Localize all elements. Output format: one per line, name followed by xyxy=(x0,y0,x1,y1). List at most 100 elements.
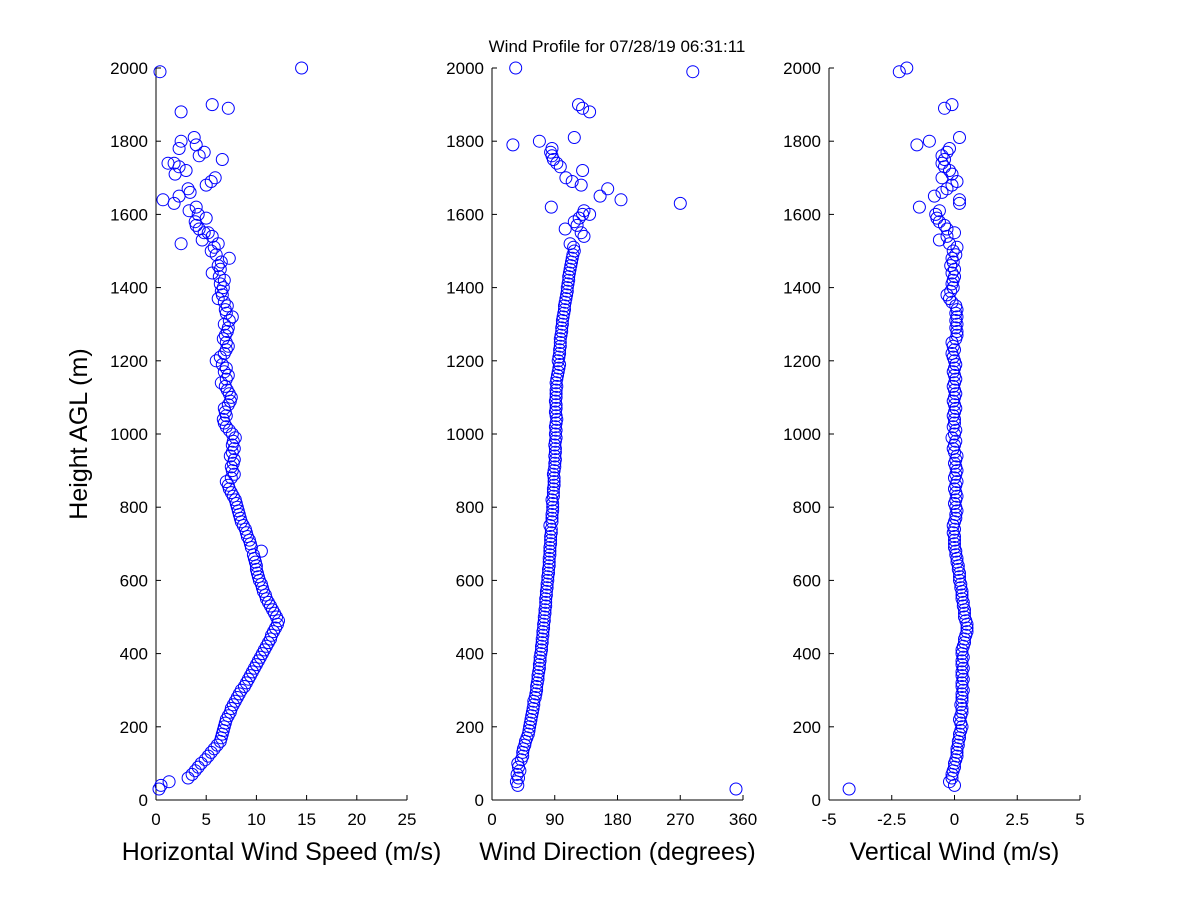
data-point xyxy=(221,478,235,492)
data-point xyxy=(181,771,195,785)
data-point xyxy=(601,182,615,196)
data-point xyxy=(955,658,969,672)
data-point xyxy=(956,599,970,613)
y-tick-label: 1000 xyxy=(783,425,821,444)
data-point xyxy=(194,756,208,770)
data-point xyxy=(910,138,924,152)
x-tick-label: 15 xyxy=(297,810,316,829)
data-point xyxy=(949,511,963,525)
data-point xyxy=(154,778,168,792)
y-tick-label: 600 xyxy=(120,571,148,590)
data-point xyxy=(261,636,275,650)
data-point xyxy=(257,643,271,657)
data-point xyxy=(555,325,569,338)
data-point xyxy=(199,211,213,225)
data-point xyxy=(210,738,224,752)
data-point xyxy=(219,361,233,375)
data-point xyxy=(945,431,959,445)
panel-direction: 0 200 400 600 800 1000 1200 1400 1600 1800 2000 0 90… xyxy=(446,59,757,866)
y-tick-label: 0 xyxy=(475,791,484,810)
data-points xyxy=(506,61,743,796)
data-point xyxy=(544,526,558,540)
data-point xyxy=(940,145,954,159)
data-point xyxy=(545,511,559,525)
data-point xyxy=(253,650,267,664)
y-tick-label: 1800 xyxy=(783,132,821,151)
data-point xyxy=(266,603,279,617)
data-point xyxy=(197,145,211,159)
data-point xyxy=(217,365,231,379)
data-point xyxy=(949,548,963,562)
data-point xyxy=(227,453,241,467)
data-point xyxy=(935,156,949,170)
data-point xyxy=(533,654,547,668)
data-point xyxy=(213,262,227,276)
data-point xyxy=(535,636,549,650)
y-tick-label: 1400 xyxy=(783,279,821,298)
data-point xyxy=(217,317,231,331)
data-point xyxy=(221,368,235,382)
data-point xyxy=(228,694,242,708)
data-point xyxy=(161,156,175,170)
data-point xyxy=(958,610,971,624)
data-point xyxy=(224,486,238,500)
data-point xyxy=(174,105,188,119)
data-point xyxy=(945,336,959,349)
x-tick-label: 2.5 xyxy=(1005,810,1029,829)
data-point xyxy=(208,171,222,185)
data-point xyxy=(549,390,563,404)
data-point xyxy=(538,606,552,620)
x-tick-label: 90 xyxy=(545,810,564,829)
data-point xyxy=(537,614,551,628)
data-point xyxy=(201,226,215,240)
data-point xyxy=(545,515,559,529)
data-point xyxy=(547,475,561,489)
data-point xyxy=(950,745,964,759)
data-point xyxy=(958,606,971,620)
data-point xyxy=(543,548,557,562)
y-tick-label: 1400 xyxy=(446,279,484,298)
data-point xyxy=(249,658,263,672)
data-point xyxy=(577,204,591,218)
data-point xyxy=(546,500,560,514)
data-point xyxy=(548,445,562,459)
data-point xyxy=(222,387,236,401)
data-point xyxy=(265,628,278,642)
data-point xyxy=(945,771,959,785)
data-point xyxy=(948,226,961,240)
y-tick-label: 1600 xyxy=(783,205,821,224)
data-point xyxy=(516,749,530,763)
data-point xyxy=(950,240,964,254)
data-points xyxy=(152,61,309,796)
data-point xyxy=(222,423,236,437)
data-point xyxy=(224,460,238,474)
data-point xyxy=(238,522,252,536)
data-point xyxy=(172,142,186,155)
data-point xyxy=(249,562,263,576)
data-point xyxy=(953,573,966,587)
data-point xyxy=(955,592,969,606)
data-point xyxy=(189,138,203,152)
data-point xyxy=(232,687,246,701)
data-point xyxy=(183,185,197,199)
data-point xyxy=(912,200,926,214)
y-tick-label: 800 xyxy=(793,498,821,517)
data-point xyxy=(511,756,525,770)
data-point xyxy=(945,347,959,360)
data-point xyxy=(548,456,562,470)
data-point xyxy=(174,134,188,148)
data-point xyxy=(543,544,557,558)
y-tick-label: 1000 xyxy=(446,425,484,444)
data-point xyxy=(509,61,523,75)
data-point xyxy=(953,193,966,207)
data-point xyxy=(255,647,269,661)
data-point xyxy=(550,156,564,170)
x-tick-label: 5 xyxy=(1075,810,1084,829)
data-point xyxy=(272,614,285,628)
data-point xyxy=(214,255,228,269)
data-point xyxy=(539,599,553,613)
data-point xyxy=(219,420,233,434)
data-point xyxy=(940,182,954,196)
data-point xyxy=(211,292,225,306)
